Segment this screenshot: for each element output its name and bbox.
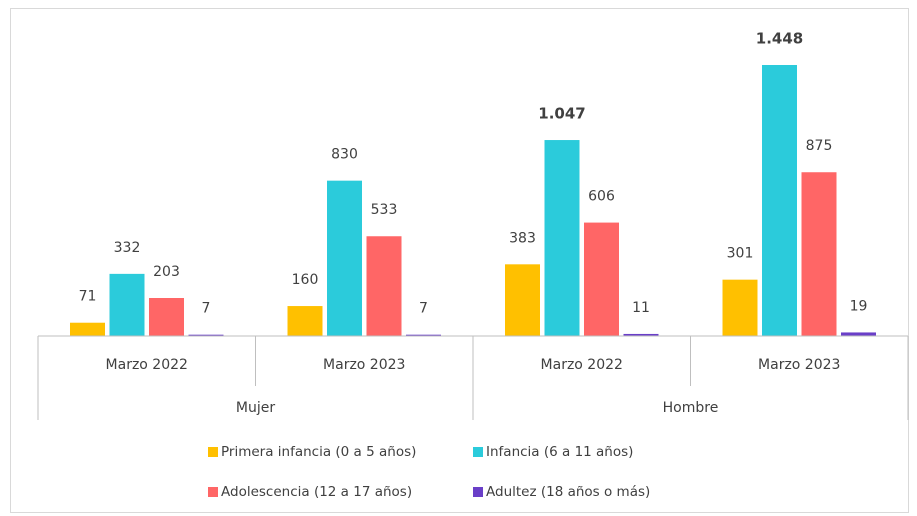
legend-label: Adolescencia (12 a 17 años) [221,484,412,500]
legend-swatch [473,487,483,497]
legend-swatch [473,447,483,457]
data-label: 1.047 [538,105,585,123]
data-label: 11 [632,300,650,316]
legend-swatch [208,487,218,497]
legend-label: Primera infancia (0 a 5 años) [221,444,416,460]
bar [327,180,362,336]
data-label: 160 [292,272,319,288]
data-label: 19 [850,298,868,314]
bar [70,322,105,336]
bar [406,334,441,336]
chart-frame [10,8,909,513]
x-tick-label: Marzo 2023 [323,357,405,373]
legend-label: Infancia (6 a 11 años) [486,444,633,460]
bar [623,333,659,336]
bar [762,65,797,336]
bar [366,236,402,336]
bar [287,306,323,336]
data-label: 71 [79,289,97,305]
data-label: 332 [114,240,141,256]
data-label: 606 [588,189,615,205]
x-tick-label: Marzo 2023 [758,357,840,373]
legend-label: Adultez (18 años o más) [486,484,650,500]
data-label: 301 [727,246,754,262]
data-label: 7 [202,301,211,317]
data-label: 203 [153,264,180,280]
bar [109,273,145,336]
bar [584,222,619,336]
data-label: 830 [331,147,358,163]
bar [841,332,876,336]
x-tick-label: Marzo 2022 [106,357,188,373]
group-label: Hombre [663,400,719,416]
data-label: 383 [509,230,536,246]
data-label: 1.448 [756,30,803,48]
group-label: Mujer [236,400,275,416]
bar [544,140,580,336]
bar [722,279,758,336]
bar [801,172,837,336]
data-label: 533 [371,202,398,218]
bar [149,298,184,336]
bar [188,334,224,336]
bar [505,264,540,336]
data-label: 875 [806,138,833,154]
x-tick-label: Marzo 2022 [541,357,623,373]
data-label: 7 [419,301,428,317]
legend-swatch [208,447,218,457]
